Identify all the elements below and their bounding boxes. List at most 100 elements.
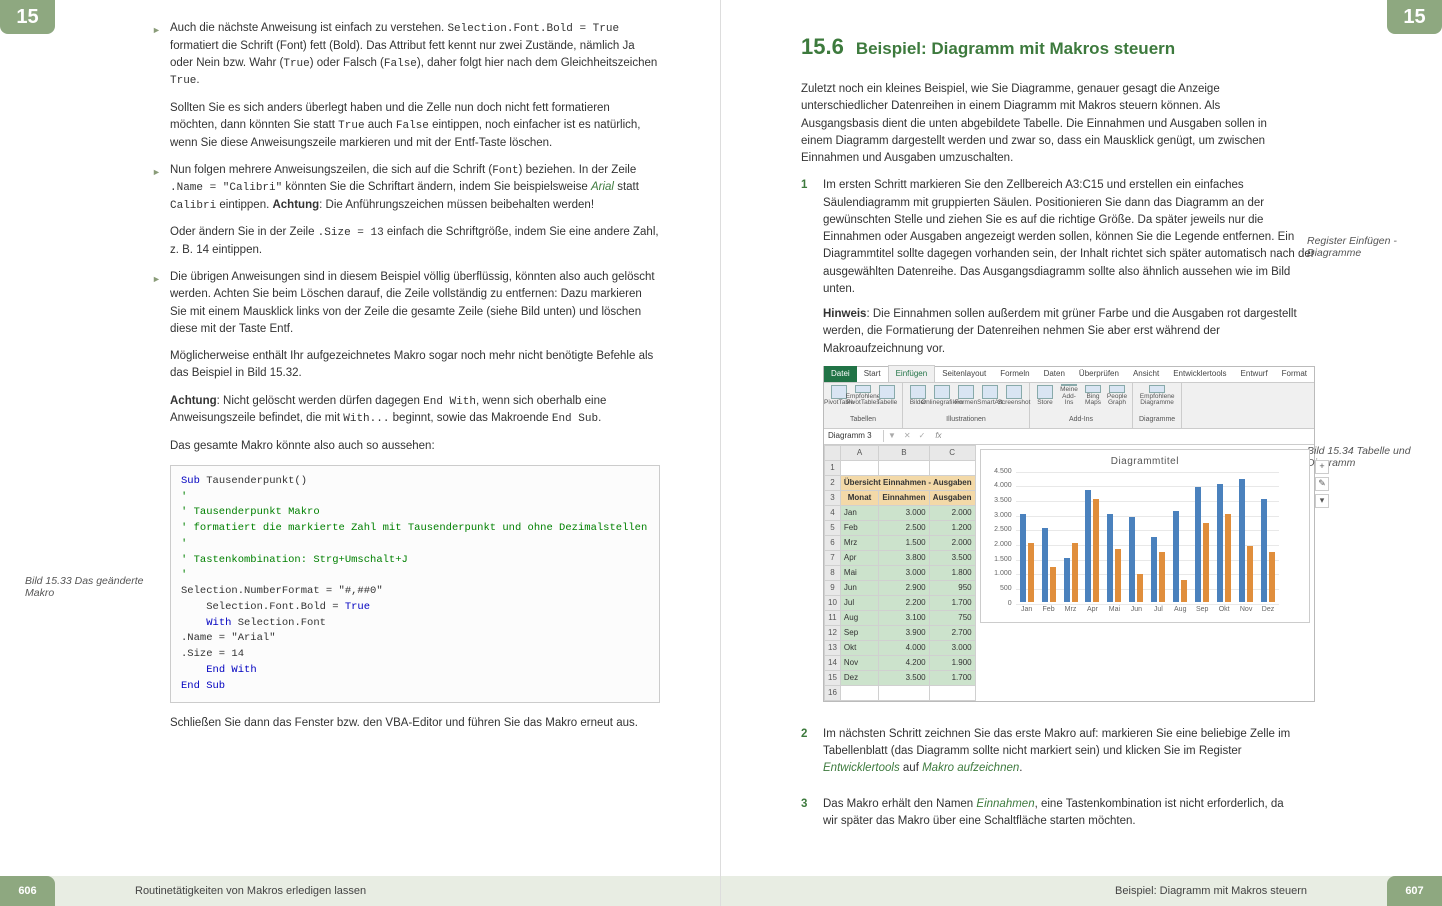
chart-bar bbox=[1129, 517, 1135, 602]
ribbon-button[interactable]: Empfohlene Diagramme bbox=[1148, 385, 1166, 407]
chart-bar bbox=[1107, 514, 1113, 602]
ribbon-tab[interactable]: Entwurf bbox=[1234, 366, 1275, 382]
chart-bar bbox=[1217, 484, 1223, 601]
chart-bar bbox=[1042, 528, 1048, 601]
code-line: ' bbox=[181, 568, 649, 584]
excel-screenshot: DateiStartEinfügenSeitenlayoutFormelnDat… bbox=[823, 366, 1315, 702]
chart-bar bbox=[1093, 499, 1099, 602]
para-9: Schließen Sie dann das Fenster bzw. den … bbox=[170, 715, 660, 732]
right-content: 15.6Beispiel: Diagramm mit Makros steuer… bbox=[801, 30, 1292, 838]
chart-bar bbox=[1137, 574, 1143, 602]
chart-bar bbox=[1269, 552, 1275, 602]
ribbon-button[interactable]: Meine Add-Ins bbox=[1060, 385, 1078, 407]
ribbon-button[interactable]: Screenshot bbox=[1005, 385, 1023, 407]
page-number: 606 bbox=[0, 876, 55, 906]
step-1: 1 Im ersten Schritt markieren Sie den Ze… bbox=[801, 177, 1292, 716]
code-line: ' bbox=[181, 490, 649, 506]
chart-plus-icon[interactable]: + bbox=[1315, 460, 1329, 474]
ribbon-tab[interactable]: Daten bbox=[1037, 366, 1072, 382]
right-footer: 607 Beispiel: Diagramm mit Makros steuer… bbox=[721, 876, 1442, 906]
ribbon-button[interactable]: Onlinegrafiken bbox=[933, 385, 951, 407]
step-3: 3 Das Makro erhält den Namen Einnahmen, … bbox=[801, 796, 1292, 839]
code-line: End With bbox=[181, 663, 649, 679]
chapter-tab: 15 bbox=[0, 0, 55, 34]
ribbon-button[interactable]: Bing Maps bbox=[1084, 385, 1102, 407]
ribbon-button[interactable]: People Graph bbox=[1108, 385, 1126, 407]
chart-bar bbox=[1085, 490, 1091, 601]
ribbon-tab[interactable]: Formeln bbox=[993, 366, 1036, 382]
ribbon-tab[interactable]: Seitenlayout bbox=[935, 366, 993, 382]
left-page: 15 Bild 15.33 Das geänderte Makro Auch d… bbox=[0, 0, 721, 906]
left-footer: 606 Routinetätigkeiten von Makros erledi… bbox=[0, 876, 720, 906]
code-line: Selection.NumberFormat = "#,##0" bbox=[181, 584, 649, 600]
bullet-1: Auch die nächste Anweisung ist einfach z… bbox=[170, 20, 660, 90]
sheet-area: ABC12Übersicht Einnahmen - Ausgaben3Mona… bbox=[824, 445, 1314, 701]
ribbon-tab[interactable]: Format bbox=[1275, 366, 1314, 382]
chart-brush-icon[interactable]: ✎ bbox=[1315, 477, 1329, 491]
intro-para: Zuletzt noch ein kleines Beispiel, wie S… bbox=[801, 81, 1292, 167]
chart-bar bbox=[1050, 567, 1056, 602]
code-line: ' Tastenkombination: Strg+Umschalt+J bbox=[181, 553, 649, 569]
chart-bar bbox=[1225, 514, 1231, 602]
ribbon-button[interactable]: Formen bbox=[957, 385, 975, 407]
code-line: .Name = "Arial" bbox=[181, 631, 649, 647]
ribbon-tab[interactable]: Datei bbox=[824, 366, 857, 382]
ribbon-button[interactable]: Store bbox=[1036, 385, 1054, 407]
chart-bar bbox=[1159, 552, 1165, 602]
code-line: End Sub bbox=[181, 679, 649, 695]
footer-title: Beispiel: Diagramm mit Makros steuern bbox=[721, 885, 1387, 897]
para-7: Achtung: Nicht gelöscht werden dürfen da… bbox=[170, 393, 660, 428]
left-content: Auch die nächste Anweisung ist einfach z… bbox=[170, 20, 660, 733]
code-line: With Selection.Font bbox=[181, 616, 649, 632]
code-line: .Size = 14 bbox=[181, 647, 649, 663]
name-box[interactable]: Diagramm 3 bbox=[824, 430, 884, 442]
para-8: Das gesamte Makro könnte also auch so au… bbox=[170, 438, 660, 455]
chart-bar bbox=[1247, 546, 1253, 602]
code-line: ' Tausenderpunkt Makro bbox=[181, 505, 649, 521]
chapter-tab: 15 bbox=[1387, 0, 1442, 34]
chart-bar bbox=[1261, 499, 1267, 602]
margin-caption: Bild 15.33 Das geänderte Makro bbox=[25, 575, 155, 599]
ribbon-button[interactable]: Empfohlene PivotTables bbox=[854, 385, 872, 407]
chart-bar bbox=[1173, 511, 1179, 602]
embedded-chart[interactable]: Diagrammtitel 05001.0001.5002.0002.5003.… bbox=[980, 449, 1310, 623]
chart-bar bbox=[1151, 537, 1157, 602]
chart-title: Diagrammtitel bbox=[981, 450, 1309, 469]
chart-filter-icon[interactable]: ▾ bbox=[1315, 494, 1329, 508]
worksheet[interactable]: ABC12Übersicht Einnahmen - Ausgaben3Mona… bbox=[824, 445, 976, 701]
code-line: Selection.Font.Bold = True bbox=[181, 600, 649, 616]
chart-bar bbox=[1195, 487, 1201, 601]
ribbon-button[interactable]: Tabelle bbox=[878, 385, 896, 407]
chart-bar bbox=[1020, 514, 1026, 602]
chart-bar bbox=[1064, 558, 1070, 602]
code-line: ' bbox=[181, 537, 649, 553]
code-line: Sub bbox=[181, 475, 200, 487]
chart-bar bbox=[1072, 543, 1078, 602]
chart-bar bbox=[1115, 549, 1121, 602]
ribbon-tab[interactable]: Start bbox=[857, 366, 888, 382]
margin-caption-1: Register Einfügen - Diagramme bbox=[1307, 235, 1422, 259]
formula-bar-row: Diagramm 3 ▼ ✕ ✓ fx bbox=[824, 429, 1314, 445]
code-line: ' formatiert die markierte Zahl mit Taus… bbox=[181, 521, 649, 537]
chart-bar bbox=[1028, 543, 1034, 602]
footer-title: Routinetätigkeiten von Makros erledigen … bbox=[55, 885, 720, 897]
chart-plot: 05001.0001.5002.0002.5003.0003.5004.0004… bbox=[1016, 472, 1279, 602]
para-2: Sollten Sie es sich anders überlegt habe… bbox=[170, 100, 660, 152]
right-page: 15 Register Einfügen - Diagramme Bild 15… bbox=[721, 0, 1442, 906]
ribbon-tab[interactable]: Ansicht bbox=[1126, 366, 1166, 382]
ribbon-tab[interactable]: Überprüfen bbox=[1072, 366, 1126, 382]
ribbon-tabs: DateiStartEinfügenSeitenlayoutFormelnDat… bbox=[824, 367, 1314, 383]
section-heading: 15.6Beispiel: Diagramm mit Makros steuer… bbox=[801, 30, 1292, 63]
step-2: 2 Im nächsten Schritt zeichnen Sie das e… bbox=[801, 726, 1292, 786]
chart-bar bbox=[1181, 580, 1187, 602]
page-number: 607 bbox=[1387, 876, 1442, 906]
bullet-3: Die übrigen Anweisungen sind in diesem B… bbox=[170, 269, 660, 338]
ribbon-tab[interactable]: Entwicklertools bbox=[1166, 366, 1233, 382]
chart-tools: + ✎ ▾ bbox=[1315, 460, 1329, 508]
ribbon-body: PivotTableEmpfohlene PivotTablesTabelleT… bbox=[824, 383, 1314, 429]
chart-bar bbox=[1239, 479, 1245, 602]
bullet-2: Nun folgen mehrere Anweisungszeilen, die… bbox=[170, 162, 660, 215]
ribbon-button[interactable]: SmartArt bbox=[981, 385, 999, 407]
ribbon-tab[interactable]: Einfügen bbox=[888, 365, 936, 382]
vba-code-block: Sub Tausenderpunkt() ' ' Tausenderpunkt … bbox=[170, 465, 660, 704]
